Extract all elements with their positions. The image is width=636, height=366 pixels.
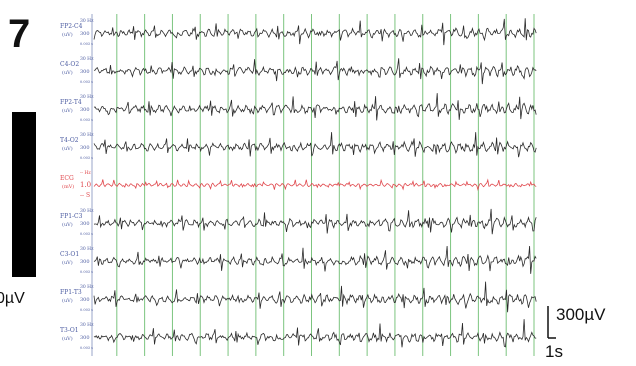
eeg-trace [93, 281, 537, 313]
channel-tc: 0.003 s [80, 308, 93, 312]
channel-unit: (uV) [62, 259, 73, 266]
channel-name: FP2-T4 [60, 99, 82, 106]
ecg-trace [93, 178, 537, 191]
channel-filter: 30 Hz [80, 208, 94, 214]
channel-gain: 300 [80, 145, 90, 151]
eeg-trace [93, 58, 537, 85]
channel-tc: 0.003 s [80, 42, 93, 46]
channel-name: FP1-C3 [60, 213, 83, 220]
channel-gain: 300 [80, 297, 90, 303]
channel-unit: (uV) [62, 107, 73, 114]
channel-filter: 30 Hz [80, 284, 94, 290]
eeg-trace [93, 18, 537, 46]
channel-gain: 1.0 [80, 181, 91, 189]
panel-label: 7 [8, 12, 31, 56]
channel-tc: 0.003 s [80, 270, 93, 274]
channel-tc: 0.003 s [80, 80, 93, 84]
channel-gain: 300 [80, 31, 90, 37]
eeg-trace [93, 245, 537, 274]
black-scale-bar [12, 112, 36, 277]
channel-unit: (uV) [62, 31, 73, 38]
channel-tc: -- S [80, 192, 90, 199]
channel-name: C3-O1 [60, 251, 79, 258]
channel-unit: (uV) [62, 221, 73, 228]
channel-unit: (uV) [62, 335, 73, 342]
scale-time-label: 1s [545, 342, 563, 361]
channel-name: ECG [60, 175, 74, 182]
channel-gain: 300 [80, 259, 90, 265]
channel-gain: 300 [80, 107, 90, 113]
channel-filter: 30 Hz [80, 56, 94, 62]
eeg-trace [93, 208, 537, 235]
channel-unit: (mV) [62, 183, 74, 190]
scale-amplitude-label: 300µV [556, 305, 606, 324]
channel-unit: (uV) [62, 69, 73, 76]
channel-name: T4-O2 [60, 137, 79, 144]
channel-filter: 30 Hz [80, 246, 94, 252]
channel-gain: 300 [80, 221, 90, 227]
channel-tc: 0.003 s [80, 346, 93, 350]
channel-filter: 30 Hz [80, 94, 94, 100]
eeg-trace [93, 132, 537, 158]
channel-name: C4-O2 [60, 61, 79, 68]
channel-filter: 30 Hz [80, 322, 94, 328]
channel-tc: 0.003 s [80, 118, 93, 122]
eeg-trace [93, 93, 537, 121]
channel-tc: 0.003 s [80, 156, 93, 160]
channel-tc: 0.003 s [80, 232, 93, 236]
channel-unit: (uV) [62, 145, 73, 152]
channel-filter: -- Hz [80, 170, 91, 176]
eeg-trace [93, 319, 537, 348]
channel-filter: 30 Hz [80, 18, 94, 24]
left-scale-label: 0µV [0, 290, 25, 307]
channel-name: FP2-C4 [60, 23, 83, 30]
channel-unit: (uV) [62, 297, 73, 304]
channel-gain: 300 [80, 69, 90, 75]
channel-gain: 300 [80, 335, 90, 341]
channel-name: T3-O1 [60, 327, 79, 334]
channel-name: FP1-T3 [60, 289, 82, 296]
channel-filter: 30 Hz [80, 132, 94, 138]
